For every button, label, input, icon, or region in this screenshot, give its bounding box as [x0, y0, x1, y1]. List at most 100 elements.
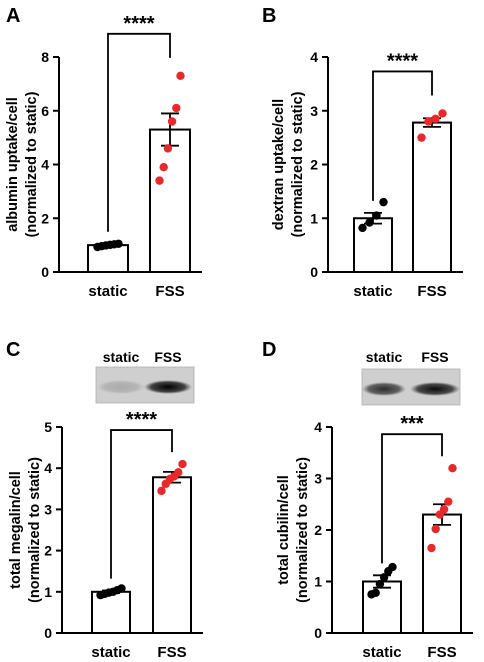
y-tick-label: 0 — [44, 625, 52, 641]
data-point — [155, 176, 164, 185]
blot-band — [144, 380, 192, 394]
panel-letter: A — [6, 5, 20, 27]
bar-static — [362, 580, 402, 634]
data-point — [439, 505, 449, 514]
significance-bracket — [372, 70, 433, 201]
y-tick-label: 5 — [44, 419, 52, 435]
y-tick-label: 2 — [314, 522, 322, 538]
data-point — [365, 218, 374, 227]
blot-band — [97, 380, 145, 394]
bar-static — [87, 244, 129, 273]
data-point — [431, 524, 440, 534]
significance-bracket — [381, 433, 443, 564]
y-tick-label: 8 — [41, 49, 49, 65]
blot-band — [410, 382, 460, 396]
y-tick-label: 1 — [310, 210, 318, 226]
data-point — [431, 114, 440, 124]
y-tick-label: 4 — [314, 419, 322, 435]
y-tick-label: 1 — [44, 584, 52, 600]
data-point — [117, 584, 126, 593]
data-point — [372, 211, 381, 220]
data-point — [417, 133, 426, 142]
x-category-label: FSS — [427, 644, 456, 661]
y-tick-label: 2 — [310, 157, 318, 173]
panel-letter: D — [262, 339, 276, 361]
significance-bracket — [110, 429, 173, 579]
blot-lane-label: static — [103, 349, 140, 365]
y-axis-label: (normalized to static) — [295, 457, 311, 603]
data-point — [448, 464, 457, 473]
y-axis-label: total cubilin/cell — [276, 475, 292, 585]
y-tick-label: 4 — [44, 460, 52, 476]
y-tick-label: 6 — [41, 103, 49, 119]
data-point — [438, 109, 447, 118]
data-point — [157, 486, 166, 496]
blot-border — [361, 368, 461, 406]
x-category-label: static — [91, 644, 130, 661]
data-point — [371, 588, 380, 598]
bar-fss — [152, 476, 192, 634]
y-axis-label: (normalized to static) — [24, 91, 40, 237]
data-point — [379, 197, 388, 207]
blot-band — [362, 382, 406, 396]
significance-label: **** — [126, 409, 157, 431]
blot-lane-label: FSS — [421, 349, 448, 365]
y-axis-label: total megalin/cell — [8, 471, 24, 589]
y-tick-label: 3 — [310, 103, 318, 119]
significance-bracket — [107, 32, 171, 232]
data-point — [427, 543, 436, 553]
western-blot: static FSS — [361, 349, 461, 406]
data-point — [388, 562, 397, 572]
significance-label: *** — [400, 413, 424, 435]
y-tick-label: 2 — [41, 210, 49, 226]
data-point — [174, 468, 183, 477]
panel-letter: B — [262, 5, 276, 27]
data-point — [176, 71, 185, 81]
western-blot: static FSS — [95, 349, 195, 404]
blot-lane-label: FSS — [154, 349, 181, 365]
panel-d: D 0 1 2 3 4 static FSS *** total cubilin/cell (nor… — [262, 339, 473, 661]
y-axis-label: (normalized to static) — [27, 457, 43, 603]
data-point — [159, 162, 168, 172]
x-category-label: static — [362, 644, 401, 661]
x-category-label: FSS — [417, 283, 446, 300]
y-tick-label: 3 — [314, 471, 322, 487]
x-category-label: static — [88, 283, 127, 300]
data-point — [444, 497, 453, 506]
y-tick-label: 4 — [41, 157, 49, 173]
bar-fss — [422, 513, 462, 634]
y-axis-label: (normalized to static) — [290, 91, 306, 237]
y-tick-label: 2 — [44, 543, 52, 559]
bar-fss — [149, 128, 191, 273]
data-point — [167, 117, 177, 126]
y-tick-label: 0 — [41, 264, 49, 280]
data-point — [178, 459, 187, 469]
panel-c: C 0 1 2 3 4 5 static FSS **** total megalin/cell (n… — [6, 339, 203, 661]
y-tick-label: 3 — [44, 501, 52, 517]
significance-label: **** — [123, 13, 154, 35]
blot-border — [95, 366, 195, 404]
y-tick-label: 0 — [310, 264, 318, 280]
y-axis-label: dextran uptake/cell — [271, 99, 287, 230]
y-tick-label: 0 — [314, 625, 322, 641]
panel-b: B 0 1 2 3 4 static FSS **** dextran uptake/cell (n… — [262, 5, 463, 300]
data-point — [358, 223, 367, 233]
data-point — [375, 579, 385, 589]
data-point — [379, 573, 389, 582]
data-point — [424, 117, 433, 126]
panel-a: A 0 2 4 6 8 static FSS **** albumin uptake/cell (n… — [5, 5, 202, 300]
bar-fss — [412, 121, 452, 273]
y-tick-label: 4 — [310, 49, 318, 65]
x-category-label: FSS — [155, 283, 184, 300]
y-axis-label: albumin uptake/cell — [5, 97, 21, 232]
significance-label: **** — [387, 50, 418, 72]
y-tick-label: 1 — [314, 574, 322, 590]
x-category-label: static — [353, 283, 392, 300]
data-point — [172, 103, 181, 113]
data-point — [114, 239, 123, 248]
panel-letter: C — [6, 339, 20, 361]
x-category-label: FSS — [157, 644, 186, 661]
data-point — [163, 144, 173, 153]
blot-lane-label: static — [366, 349, 403, 365]
